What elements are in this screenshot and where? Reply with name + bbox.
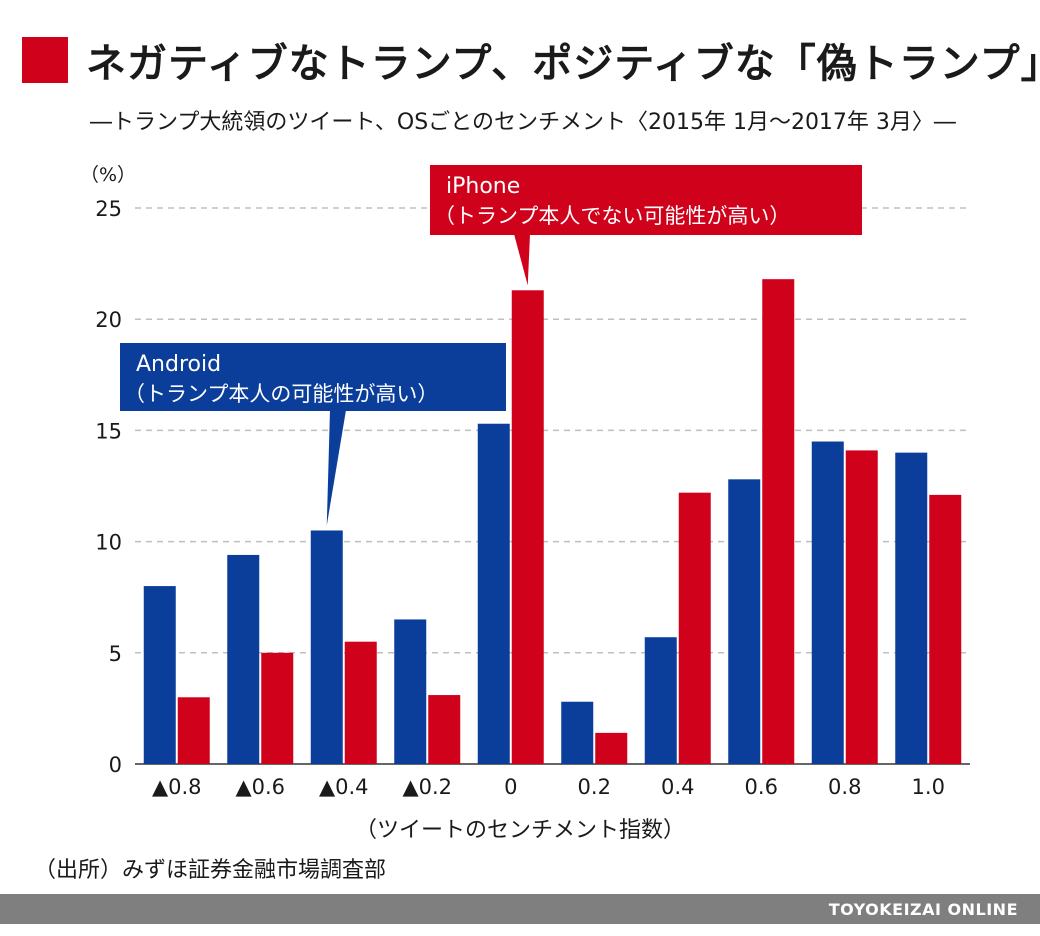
x-tick-label: ▲0.6	[235, 775, 285, 799]
bar-android	[811, 441, 844, 764]
bar-iphone	[678, 492, 711, 764]
x-tick-label: 1.0	[912, 775, 945, 799]
bar-iphone	[762, 279, 795, 764]
callout-title-android: Android	[136, 352, 221, 377]
y-tick-label: 0	[109, 753, 122, 777]
bar-iphone	[845, 450, 878, 764]
bar-android	[143, 586, 176, 764]
x-tick-label: ▲0.2	[402, 775, 452, 799]
callout-pointer-android	[326, 410, 346, 526]
chart-subtitle: ―トランプ大統領のツイート、OSごとのセンチメント〈2015年 1月～2017年…	[90, 110, 956, 135]
callout-note-android: （トランプ本人の可能性が高い）	[124, 382, 438, 406]
callout-box-android	[120, 343, 506, 411]
callout-pointer-iphone	[514, 234, 530, 286]
x-tick-label: ▲0.4	[319, 775, 369, 799]
bar-android	[561, 701, 594, 764]
y-tick-label: 5	[109, 642, 122, 666]
x-tick-label: 0	[504, 775, 517, 799]
footer-bar: TOYOKEIZAI ONLINE	[0, 894, 1040, 924]
bar-android	[394, 619, 427, 764]
footer-brand: TOYOKEIZAI ONLINE	[828, 900, 1018, 919]
y-tick-label: 10	[95, 531, 122, 555]
chart-title: ネガティブなトランプ、ポジティブな「偽トランプ」	[86, 41, 1040, 87]
bar-android	[644, 637, 677, 764]
callout-box-iphone	[430, 165, 862, 235]
bar-iphone	[929, 494, 962, 764]
bar-iphone	[511, 290, 544, 764]
bar-android	[227, 554, 260, 764]
y-axis-unit: （%）	[80, 164, 137, 186]
x-tick-label: 0.2	[578, 775, 611, 799]
source-note: （出所）みずほ証券金融市場調査部	[34, 858, 387, 883]
bar-iphone	[344, 641, 377, 764]
bar-android	[728, 479, 761, 764]
x-tick-label: 0.4	[661, 775, 694, 799]
bar-iphone	[428, 695, 461, 764]
x-tick-label: 0.8	[828, 775, 861, 799]
x-tick-label: 0.6	[745, 775, 778, 799]
callout-title-iphone: iPhone	[446, 174, 520, 199]
title-square-marker	[22, 37, 68, 83]
bar-iphone	[595, 732, 628, 764]
bar-iphone	[261, 652, 294, 764]
y-tick-label: 25	[95, 197, 122, 221]
chart-title-row: ネガティブなトランプ、ポジティブな「偽トランプ」	[22, 30, 1040, 90]
bar-android	[895, 452, 928, 764]
x-axis-label: （ツイートのセンチメント指数）	[354, 818, 685, 843]
bar-iphone	[177, 697, 210, 764]
callout-note-iphone: （トランプ本人でない可能性が高い）	[434, 204, 790, 228]
y-tick-label: 15	[95, 419, 122, 443]
bar-android	[310, 530, 343, 764]
y-tick-label: 20	[95, 308, 122, 332]
x-tick-label: ▲0.8	[152, 775, 202, 799]
bar-android	[477, 423, 510, 764]
